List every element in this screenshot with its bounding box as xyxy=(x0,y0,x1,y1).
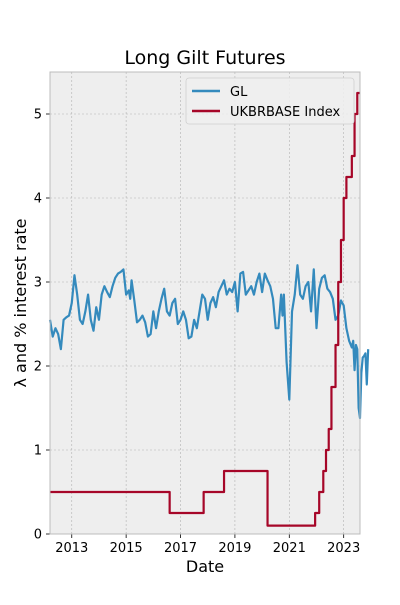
x-tick-label: 2013 xyxy=(55,541,88,556)
series-layer xyxy=(48,91,370,527)
y-tick-label: 3 xyxy=(34,276,42,291)
legend: GL UKBRBASE Index xyxy=(185,77,355,125)
y-tick-label: 2 xyxy=(34,360,42,375)
x-tick-label: 2017 xyxy=(164,541,197,556)
x-tick-label: 2021 xyxy=(273,541,306,556)
legend-label-ukbrbase: UKBRBASE Index xyxy=(230,105,340,120)
y-tick-label: 0 xyxy=(34,528,42,543)
y-axis-label: λ and % interest rate xyxy=(11,219,30,388)
legend-box xyxy=(185,77,355,125)
grid xyxy=(50,72,360,535)
y-tick-label: 4 xyxy=(34,192,42,207)
axes: 0 1 2 3 4 5 2013 2015 2017 2019 2021 2023 xyxy=(34,71,361,556)
y-tick-label: 5 xyxy=(34,108,42,123)
legend-label-gl: GL xyxy=(230,85,248,100)
series-line-gl xyxy=(48,264,370,420)
x-tick-label: 2019 xyxy=(218,541,251,556)
plot-frame xyxy=(49,71,361,535)
series-line-ukbrbase xyxy=(50,91,360,527)
chart-title: Long Gilt Futures xyxy=(124,47,285,69)
x-axis-label: Date xyxy=(186,557,224,576)
x-tick-label: 2023 xyxy=(327,541,360,556)
x-tick-label: 2015 xyxy=(110,541,143,556)
y-tick-label: 1 xyxy=(34,444,42,459)
